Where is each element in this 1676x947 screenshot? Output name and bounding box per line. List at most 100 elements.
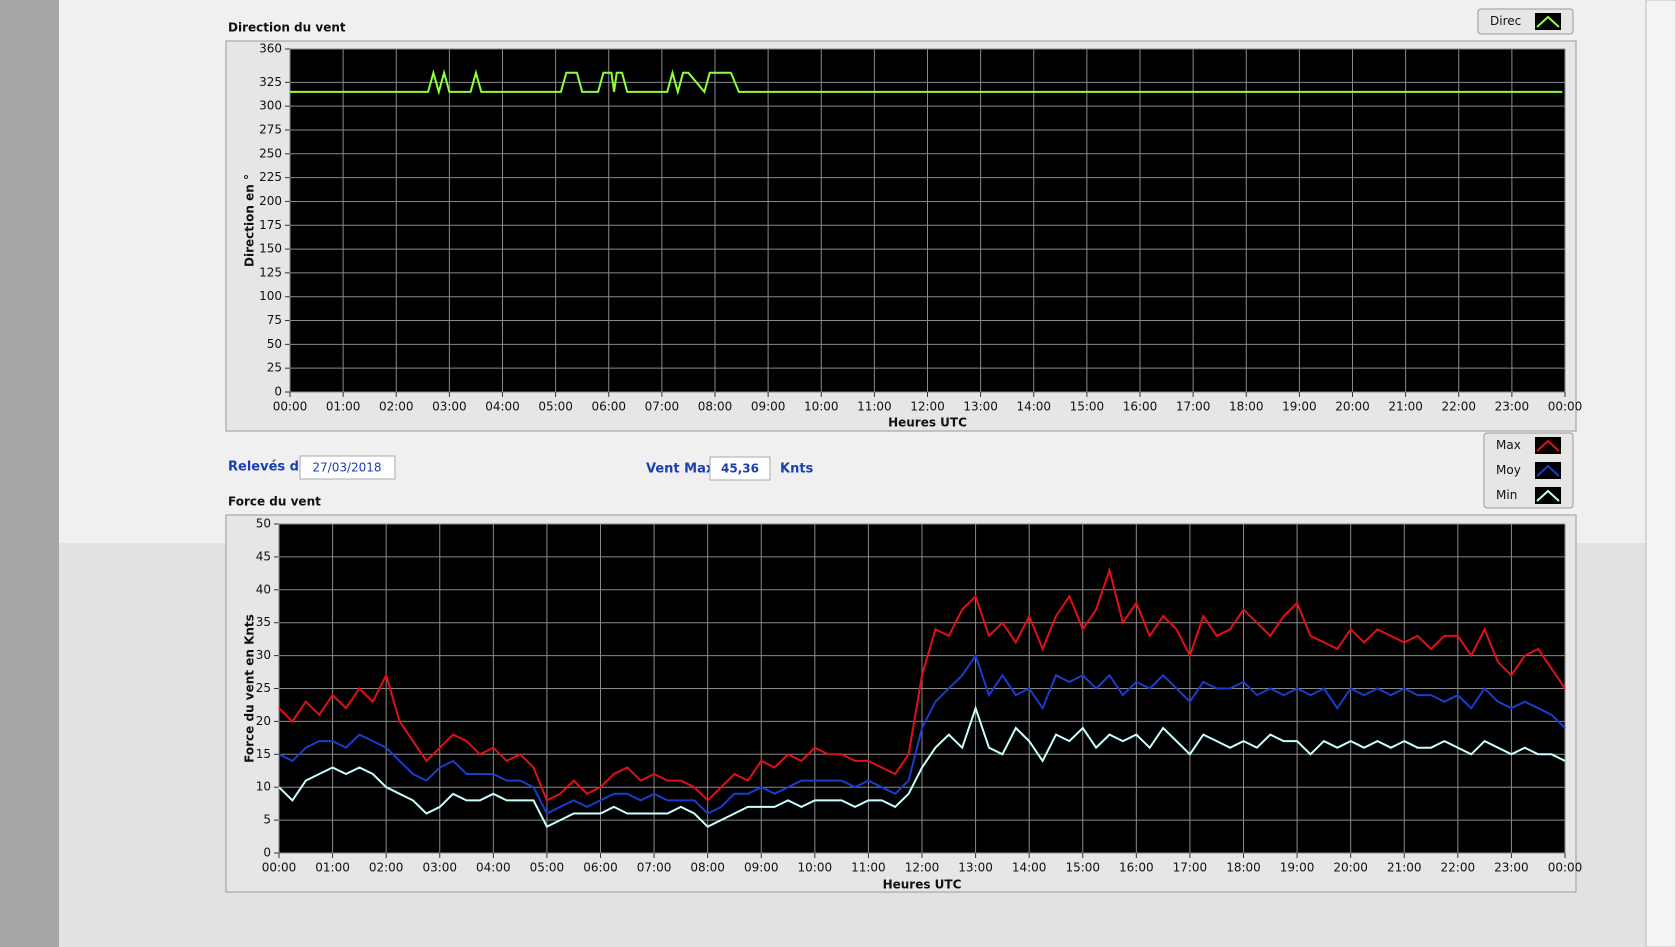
x-tick-label: 20:00	[1335, 400, 1370, 414]
legend-glyph	[1536, 439, 1560, 452]
y-tick-label: 200	[259, 194, 282, 208]
vmax-label: Vent Max	[646, 462, 715, 477]
x-tick-label: 04:00	[476, 861, 511, 875]
legend-label: Min	[1496, 488, 1517, 502]
x-tick-label: 13:00	[958, 861, 993, 875]
chart-title: Direction du vent	[228, 21, 346, 35]
x-tick-label: 19:00	[1280, 861, 1315, 875]
x-tick-label: 09:00	[744, 861, 779, 875]
y-tick-label: 125	[259, 265, 282, 279]
x-tick-label: 11:00	[857, 400, 892, 414]
x-tick-label: 21:00	[1388, 400, 1423, 414]
y-tick-label: 0	[263, 846, 271, 860]
x-tick-label: 00:00	[1548, 400, 1583, 414]
x-tick-label: 22:00	[1441, 400, 1476, 414]
x-axis-label: Heures UTC	[888, 416, 967, 430]
legend-label: Direc	[1490, 14, 1521, 28]
x-tick-label: 21:00	[1387, 861, 1422, 875]
y-tick-label: 25	[267, 361, 282, 375]
x-tick-label: 11:00	[851, 861, 886, 875]
legend-swatch	[1535, 437, 1561, 454]
x-tick-label: 01:00	[315, 861, 350, 875]
y-tick-label: 5	[263, 813, 271, 827]
y-tick-label: 175	[259, 218, 282, 232]
x-tick-label: 04:00	[485, 400, 520, 414]
x-tick-label: 00:00	[262, 861, 297, 875]
x-tick-label: 05:00	[538, 400, 573, 414]
x-tick-label: 12:00	[910, 400, 945, 414]
right-strip	[1645, 0, 1676, 947]
x-tick-label: 00:00	[1548, 861, 1583, 875]
legend-swatch	[1535, 462, 1561, 479]
y-tick-label: 20	[256, 714, 271, 728]
y-tick-label: 50	[256, 517, 271, 531]
x-tick-label: 23:00	[1495, 400, 1530, 414]
y-tick-label: 360	[259, 42, 282, 56]
x-tick-label: 19:00	[1282, 400, 1317, 414]
x-tick-label: 14:00	[1012, 861, 1047, 875]
x-tick-label: 08:00	[690, 861, 725, 875]
legend-glyph	[1536, 464, 1560, 477]
x-tick-label: 10:00	[804, 400, 839, 414]
legend-label: Max	[1496, 438, 1521, 452]
x-tick-label: 02:00	[379, 400, 414, 414]
y-tick-label: 225	[259, 170, 282, 184]
data-line	[278, 653, 1566, 815]
y-tick-label: 45	[256, 549, 271, 563]
y-tick-label: 100	[259, 289, 282, 303]
x-tick-label: 03:00	[432, 400, 467, 414]
data-line	[290, 69, 1563, 96]
x-tick-label: 18:00	[1229, 400, 1264, 414]
data-line	[278, 566, 1566, 802]
x-tick-label: 17:00	[1173, 861, 1208, 875]
x-tick-label: 17:00	[1176, 400, 1211, 414]
date-box[interactable]	[299, 455, 396, 480]
vmax-box[interactable]	[709, 456, 771, 481]
y-tick-label: 30	[256, 648, 271, 662]
y-tick-label: 250	[259, 146, 282, 160]
x-tick-label: 16:00	[1123, 400, 1158, 414]
data-line	[278, 705, 1566, 829]
x-tick-label: 14:00	[1016, 400, 1051, 414]
x-axis-label: Heures UTC	[883, 878, 962, 892]
y-axis-label: Direction en °	[243, 174, 257, 267]
x-tick-label: 10:00	[798, 861, 833, 875]
left-strip	[0, 0, 59, 947]
x-tick-label: 01:00	[326, 400, 361, 414]
x-tick-label: 06:00	[583, 861, 618, 875]
date-label: Relevés du	[228, 460, 308, 475]
x-tick-label: 18:00	[1226, 861, 1261, 875]
legend-label: Moy	[1496, 463, 1521, 477]
x-tick-label: 07:00	[645, 400, 680, 414]
date-value: 27/03/2018	[312, 461, 381, 475]
legend-glyph	[1536, 15, 1560, 28]
y-tick-label: 75	[267, 313, 282, 327]
legend-swatch	[1535, 487, 1561, 504]
y-tick-label: 15	[256, 747, 271, 761]
y-tick-label: 325	[259, 75, 282, 89]
y-tick-label: 0	[274, 385, 282, 399]
y-tick-label: 25	[256, 681, 271, 695]
y-tick-label: 50	[267, 337, 282, 351]
x-tick-label: 13:00	[963, 400, 998, 414]
x-tick-label: 08:00	[698, 400, 733, 414]
x-tick-label: 07:00	[637, 861, 672, 875]
x-tick-label: 16:00	[1119, 861, 1154, 875]
x-tick-label: 22:00	[1441, 861, 1476, 875]
y-tick-label: 150	[259, 242, 282, 256]
x-tick-label: 15:00	[1065, 861, 1100, 875]
y-tick-label: 300	[259, 99, 282, 113]
y-tick-label: 40	[256, 582, 271, 596]
legend-swatch	[1535, 13, 1561, 30]
x-tick-label: 20:00	[1333, 861, 1368, 875]
y-tick-label: 275	[259, 122, 282, 136]
x-tick-label: 09:00	[751, 400, 786, 414]
x-tick-label: 06:00	[591, 400, 626, 414]
x-tick-label: 15:00	[1070, 400, 1105, 414]
chart-title: Force du vent	[228, 495, 321, 509]
x-tick-label: 03:00	[422, 861, 457, 875]
y-axis-label: Force du vent en Knts	[243, 614, 257, 763]
x-tick-label: 05:00	[530, 861, 565, 875]
vmax-value: 45,36	[721, 462, 759, 476]
